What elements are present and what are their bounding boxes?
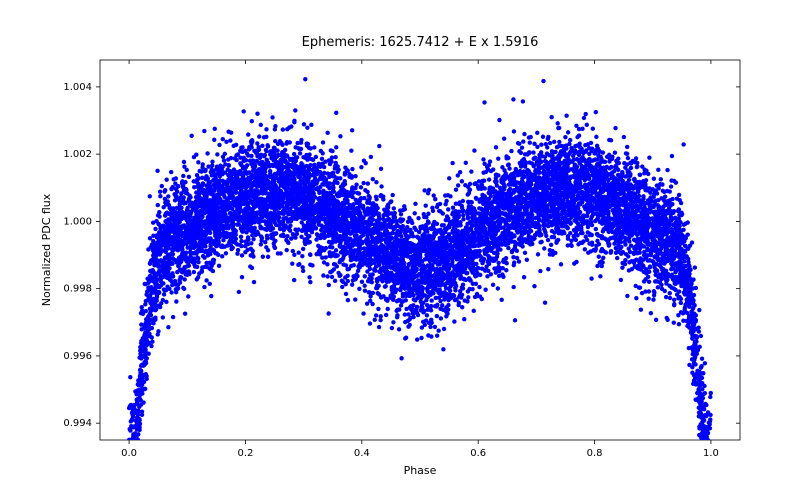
y-tick-label: 1.000 — [63, 216, 92, 227]
y-tick-label: 0.998 — [63, 284, 92, 295]
x-tick-label: 1.0 — [703, 448, 719, 459]
chart-title: Ephemeris: 1625.7412 + E x 1.5916 — [302, 35, 539, 50]
x-tick-label: 0.6 — [470, 448, 486, 459]
x-tick-label: 0.0 — [121, 448, 137, 459]
y-tick-label: 1.004 — [63, 82, 92, 93]
phase-flux-scatter-chart: 0.0 0.2 0.4 0.6 0.8 1.0 0.994 0.996 0.998 1.000 1.… — [0, 0, 800, 500]
x-tick-label: 0.8 — [587, 448, 603, 459]
y-tick-label: 0.994 — [63, 418, 92, 429]
y-axis-label: Normalized PDC flux — [40, 193, 53, 306]
x-tick-label: 0.2 — [238, 448, 254, 459]
y-tick-label: 1.002 — [63, 149, 92, 160]
x-axis-label: Phase — [404, 464, 437, 477]
y-tick-label: 0.996 — [63, 351, 92, 362]
chart-container: 0.0 0.2 0.4 0.6 0.8 1.0 0.994 0.996 0.998 1.000 1.… — [0, 0, 800, 500]
x-tick-label: 0.4 — [354, 448, 370, 459]
